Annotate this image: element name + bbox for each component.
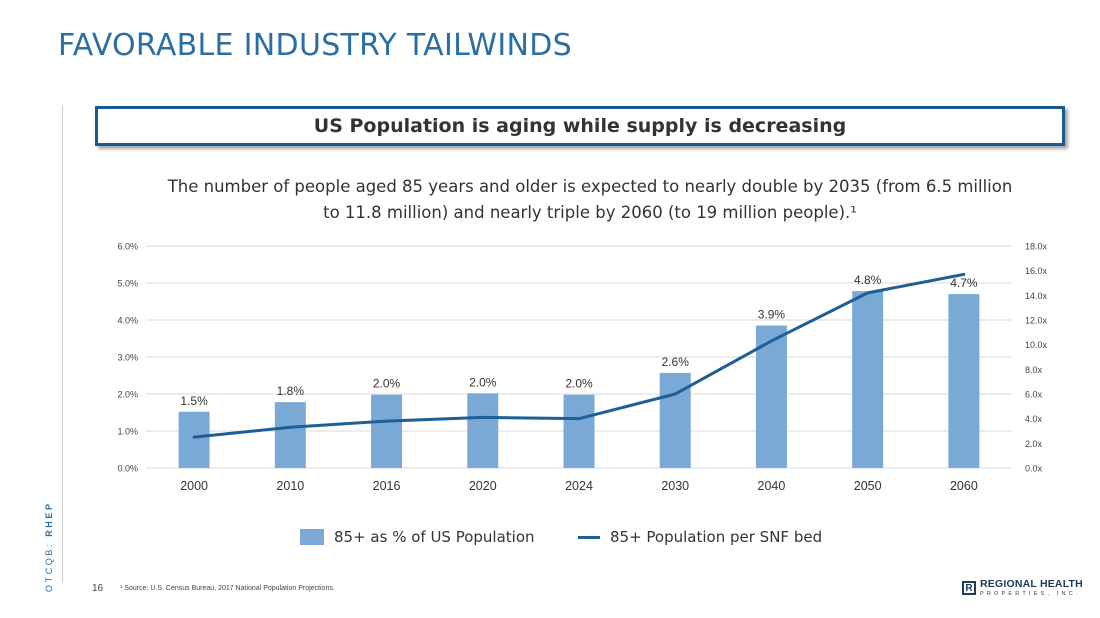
bar: [852, 291, 884, 468]
y-left-tick-label: 0.0%: [117, 464, 138, 474]
bar: [755, 325, 787, 468]
bar: [274, 402, 306, 468]
y-left-tick-label: 1.0%: [117, 427, 138, 437]
legend-swatch-bar: [300, 529, 324, 545]
company-logo: R REGIONAL HEALTH PROPERTIES, INC.: [962, 579, 1083, 597]
bar-data-label: 2.0%: [565, 377, 593, 391]
x-tick-label: 2030: [661, 479, 689, 493]
bar: [371, 394, 403, 468]
y-right-tick-label: 12.0x: [1025, 316, 1048, 326]
bar: [178, 411, 210, 468]
logo-sub-text: PROPERTIES, INC.: [980, 590, 1081, 597]
bar-data-label: 2.0%: [469, 375, 497, 389]
x-tick-label: 2060: [950, 479, 978, 493]
bar-data-label: 1.8%: [277, 384, 305, 398]
y-right-tick-label: 10.0x: [1025, 340, 1048, 350]
x-tick-label: 2050: [854, 479, 882, 493]
logo-main-text: REGIONAL HEALTH: [980, 578, 1083, 590]
bar-data-label: 4.7%: [950, 276, 978, 290]
page-title: FAVORABLE INDUSTRY TAILWINDS: [58, 28, 572, 63]
bar-data-label: 1.5%: [180, 394, 208, 408]
x-tick-label: 2016: [373, 479, 401, 493]
lede-text: The number of people aged 85 years and o…: [167, 177, 1013, 222]
footnote: ¹ Source: U.S. Census Bureau, 2017 Natio…: [120, 585, 335, 592]
y-left-tick-label: 2.0%: [117, 390, 138, 400]
page-number: 16: [92, 583, 104, 594]
y-right-tick-label: 0.0x: [1025, 464, 1043, 474]
vertical-divider: [62, 105, 63, 583]
x-tick-label: 2010: [276, 479, 304, 493]
series-line-snf-bed: [192, 272, 966, 439]
legend-label-bar: 85+ as % of US Population: [334, 528, 535, 546]
x-tick-label: 2040: [758, 479, 786, 493]
y-left-tick-label: 3.0%: [117, 353, 138, 363]
legend-swatch-line: [578, 535, 600, 539]
bar-data-label: 2.0%: [373, 377, 401, 391]
headline-box: US Population is aging while supply is d…: [95, 106, 1065, 146]
legend-item-bar: 85+ as % of US Population: [300, 528, 535, 546]
y-left-tick-label: 6.0%: [117, 242, 138, 252]
y-right-tick-label: 4.0x: [1025, 414, 1043, 424]
legend-item-line: 85+ Population per SNF bed: [578, 528, 822, 546]
y-right-tick-label: 6.0x: [1025, 390, 1043, 400]
bar: [948, 294, 980, 468]
bar-data-label: 3.9%: [758, 308, 786, 322]
bar: [467, 393, 499, 468]
y-right-tick-label: 18.0x: [1025, 242, 1048, 252]
x-tick-label: 2000: [180, 479, 208, 493]
y-right-tick-label: 14.0x: [1025, 291, 1048, 301]
x-tick-label: 2020: [469, 479, 497, 493]
y-right-tick-label: 2.0x: [1025, 439, 1043, 449]
y-left-tick-label: 5.0%: [117, 279, 138, 289]
x-tick-label: 2024: [565, 479, 593, 493]
legend-label-line: 85+ Population per SNF bed: [610, 528, 823, 546]
y-right-tick-label: 8.0x: [1025, 365, 1043, 375]
headline-text: US Population is aging while supply is d…: [313, 115, 847, 137]
bar-data-label: 2.6%: [662, 355, 690, 369]
logo-mark-icon: R: [962, 581, 976, 595]
bar-data-label: 4.8%: [854, 273, 882, 287]
y-right-tick-label: 16.0x: [1025, 266, 1048, 276]
bar: [563, 394, 595, 468]
y-left-tick-label: 4.0%: [117, 316, 138, 326]
